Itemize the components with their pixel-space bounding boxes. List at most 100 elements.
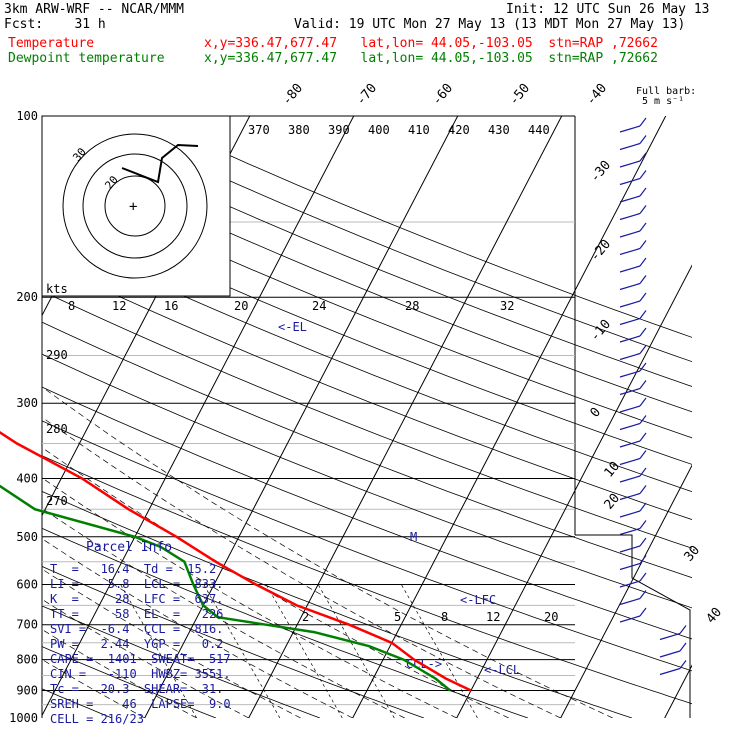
dry-adiabat [42, 118, 692, 387]
isotherm-tick-label: 10 [602, 459, 624, 481]
hodograph-frame [41, 115, 231, 297]
parcel-row: SVI = -6.4 CCL = 816. [50, 622, 224, 636]
wind-barb [619, 562, 641, 571]
wind-barb [619, 527, 641, 536]
mixing-ratio-label: 8 [441, 610, 448, 624]
mixing-ratio-line [317, 584, 395, 718]
dry-adiabat [89, 116, 692, 363]
full-barb-legend: Full barb: [636, 86, 696, 97]
wind-barb-flag [639, 362, 647, 372]
wind-barb [619, 352, 641, 361]
dry-adiabat [42, 420, 692, 672]
dewpoint-profile [0, 484, 451, 692]
wind-barb-flag [639, 607, 647, 617]
theta-label: 410 [408, 123, 430, 137]
speed-tick-label: 16 [164, 299, 178, 313]
theta-label: 400 [368, 123, 390, 137]
dry-adiabat [42, 230, 692, 493]
dry-adiabat [42, 145, 692, 413]
wind-barb-flag [639, 205, 647, 214]
mixing-ratio-label: 5 [394, 610, 401, 624]
dewpoint-location: x,y=336.47,677.47 lat,lon= 44.05,-103.05… [204, 51, 658, 66]
theta-label: 370 [248, 123, 270, 137]
lcl-marker: <-LCL [484, 663, 520, 677]
wind-barb-flag [639, 397, 647, 407]
lfc-marker: <-LFC [460, 593, 496, 607]
isotherm-tick-label: 40 [704, 605, 726, 627]
speed-tick-label: 20 [234, 299, 248, 313]
wind-barb-flag [639, 327, 647, 337]
wind-barb-flag [639, 555, 647, 564]
wind-barb-flag [639, 152, 647, 162]
theta-label: 440 [528, 123, 550, 137]
wind-barb-flag [679, 625, 687, 634]
dry-adiabat [42, 201, 692, 465]
wind-barb [659, 650, 681, 658]
model-title: 3km ARW-WRF -- NCAR/MMM [4, 2, 185, 17]
wind-barb [619, 212, 641, 221]
isotherm-tick-label: -50 [507, 81, 534, 109]
wind-barb [619, 440, 641, 448]
theta-label: 290 [46, 348, 68, 362]
pressure-tick-label: 300 [16, 396, 38, 410]
pressure-tick-label: 900 [16, 683, 38, 697]
mixing-ratio-label: 12 [486, 610, 500, 624]
dry-adiabat [42, 353, 692, 609]
isotherm-tick-label: 20 [602, 491, 624, 513]
wind-barb [619, 142, 641, 151]
theta-label: 430 [488, 123, 510, 137]
wind-barb-flag [639, 222, 647, 232]
hodograph-trace [121, 143, 199, 184]
hodograph-units: kts [46, 282, 68, 296]
wind-barb [619, 230, 641, 238]
wind-barb-flag [639, 537, 647, 547]
wind-barb [619, 370, 641, 378]
isotherm-line [456, 264, 692, 718]
pressure-tick-label: 700 [16, 618, 38, 632]
wind-barb [619, 300, 641, 308]
wind-barb-flag [639, 310, 647, 319]
dry-adiabat [42, 455, 692, 705]
isotherm-tick-label: -30 [588, 158, 615, 186]
wind-barb-flag [639, 170, 647, 179]
wind-barb [619, 422, 641, 431]
wind-barb [619, 510, 641, 518]
wind-barb [619, 317, 641, 326]
wind-barb-flag [639, 135, 647, 144]
parcel-row: T = 16.4 Td = 15.2 [50, 562, 217, 576]
el-marker: <-EL [278, 320, 307, 334]
wind-barb-flag [639, 257, 647, 267]
pressure-tick-label: 1000 [9, 711, 38, 725]
mixing-ratio-line [203, 584, 281, 718]
wind-barb [619, 387, 641, 396]
parcel-info-title: Parcel Info [86, 540, 173, 555]
pressure-tick-label: 800 [16, 653, 38, 667]
dry-adiabat [42, 290, 692, 549]
isotherm-line [352, 116, 667, 718]
dry-adiabat [42, 386, 692, 640]
hodograph-ring [62, 133, 208, 279]
wind-barb [619, 615, 641, 623]
parcel-row: SREH = 46 LAPSE= 9.0 [50, 697, 231, 711]
mixing-ratio-label: 20 [544, 610, 558, 624]
isotherm-line [42, 116, 355, 717]
moist-adiabat [42, 386, 613, 718]
speed-tick-label: 24 [312, 299, 326, 313]
parcel-row: CIN = -110 HWBZ= 3551. [50, 667, 231, 681]
wind-barb [619, 545, 641, 553]
dewpoint-legend: Dewpoint temperature [8, 51, 165, 66]
wind-barb-flag [639, 117, 647, 127]
init-time: Init: 12 UTC Sun 26 May 13 [506, 2, 710, 17]
forecast-hour: Fcst: 31 h [4, 17, 106, 32]
isotherm-line [560, 464, 692, 718]
wind-barb-flag [639, 380, 647, 389]
mixing-ratio-line [265, 584, 343, 718]
temperature-profile [0, 430, 472, 692]
wind-barb [659, 632, 681, 641]
speed-tick-label: 28 [405, 299, 419, 313]
barb-speed-legend: 5 m s⁻¹ [642, 96, 684, 107]
theta-label: 270 [46, 494, 68, 508]
wind-barb [619, 335, 641, 343]
pressure-tick-label: 500 [16, 530, 38, 544]
